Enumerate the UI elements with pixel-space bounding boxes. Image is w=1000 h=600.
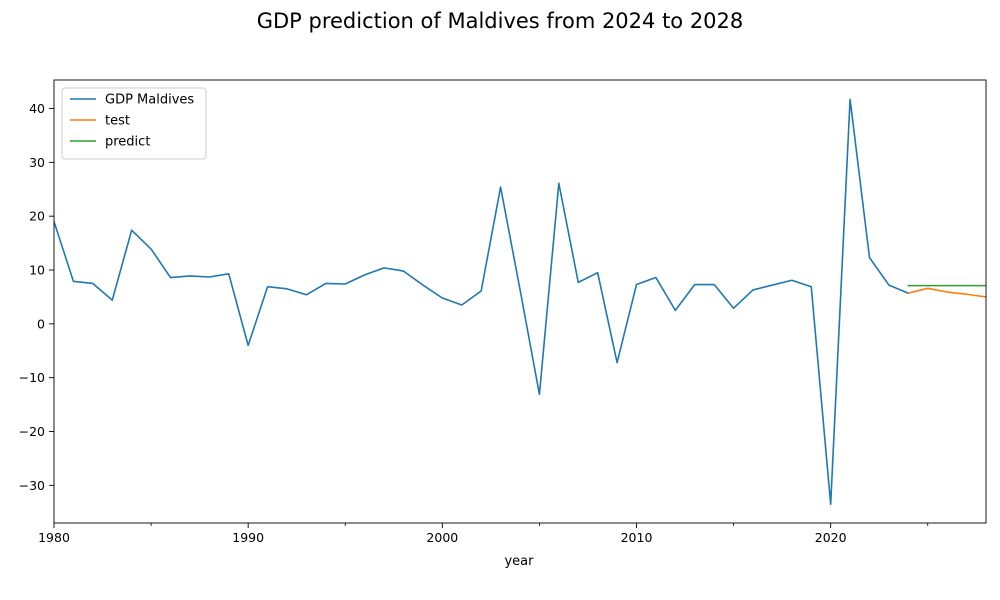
series-line-gdp-maldives xyxy=(54,98,910,505)
axes-frame xyxy=(53,79,987,524)
series-line-test xyxy=(907,287,986,298)
x-tick-label-1990: 1990 xyxy=(232,530,264,545)
x-tick-label-2020: 2020 xyxy=(815,530,847,545)
axes-group: 1980 1990 2000 2010 2020 −30 −20 −10 0 10 20 30 40 xyxy=(19,79,987,545)
plot-area xyxy=(54,98,986,505)
legend-label-predict: predict xyxy=(105,135,150,150)
y-tick-label--20: −20 xyxy=(19,424,45,439)
legend-label-gdp-maldives: GDP Maldives xyxy=(105,93,194,108)
legend: GDP Maldives test predict xyxy=(61,87,207,160)
y-tick-label-20: 20 xyxy=(29,209,45,224)
x-tick-label-1980: 1980 xyxy=(38,530,70,545)
y-tick-label--10: −10 xyxy=(19,370,45,385)
y-tick-label--30: −30 xyxy=(19,478,45,493)
x-axis-label: year xyxy=(504,554,534,569)
y-tick-label-40: 40 xyxy=(29,101,45,116)
series-lines xyxy=(54,98,986,505)
y-tick-label-30: 30 xyxy=(29,155,45,170)
y-tick-label-10: 10 xyxy=(29,263,45,278)
y-tick-label-0: 0 xyxy=(37,316,45,331)
x-tick-label-2010: 2010 xyxy=(621,530,653,545)
legend-label-test: test xyxy=(105,114,130,129)
legend-box xyxy=(61,87,207,160)
x-tick-label-2000: 2000 xyxy=(426,530,458,545)
chart-title: GDP prediction of Maldives from 2024 to … xyxy=(257,9,744,33)
